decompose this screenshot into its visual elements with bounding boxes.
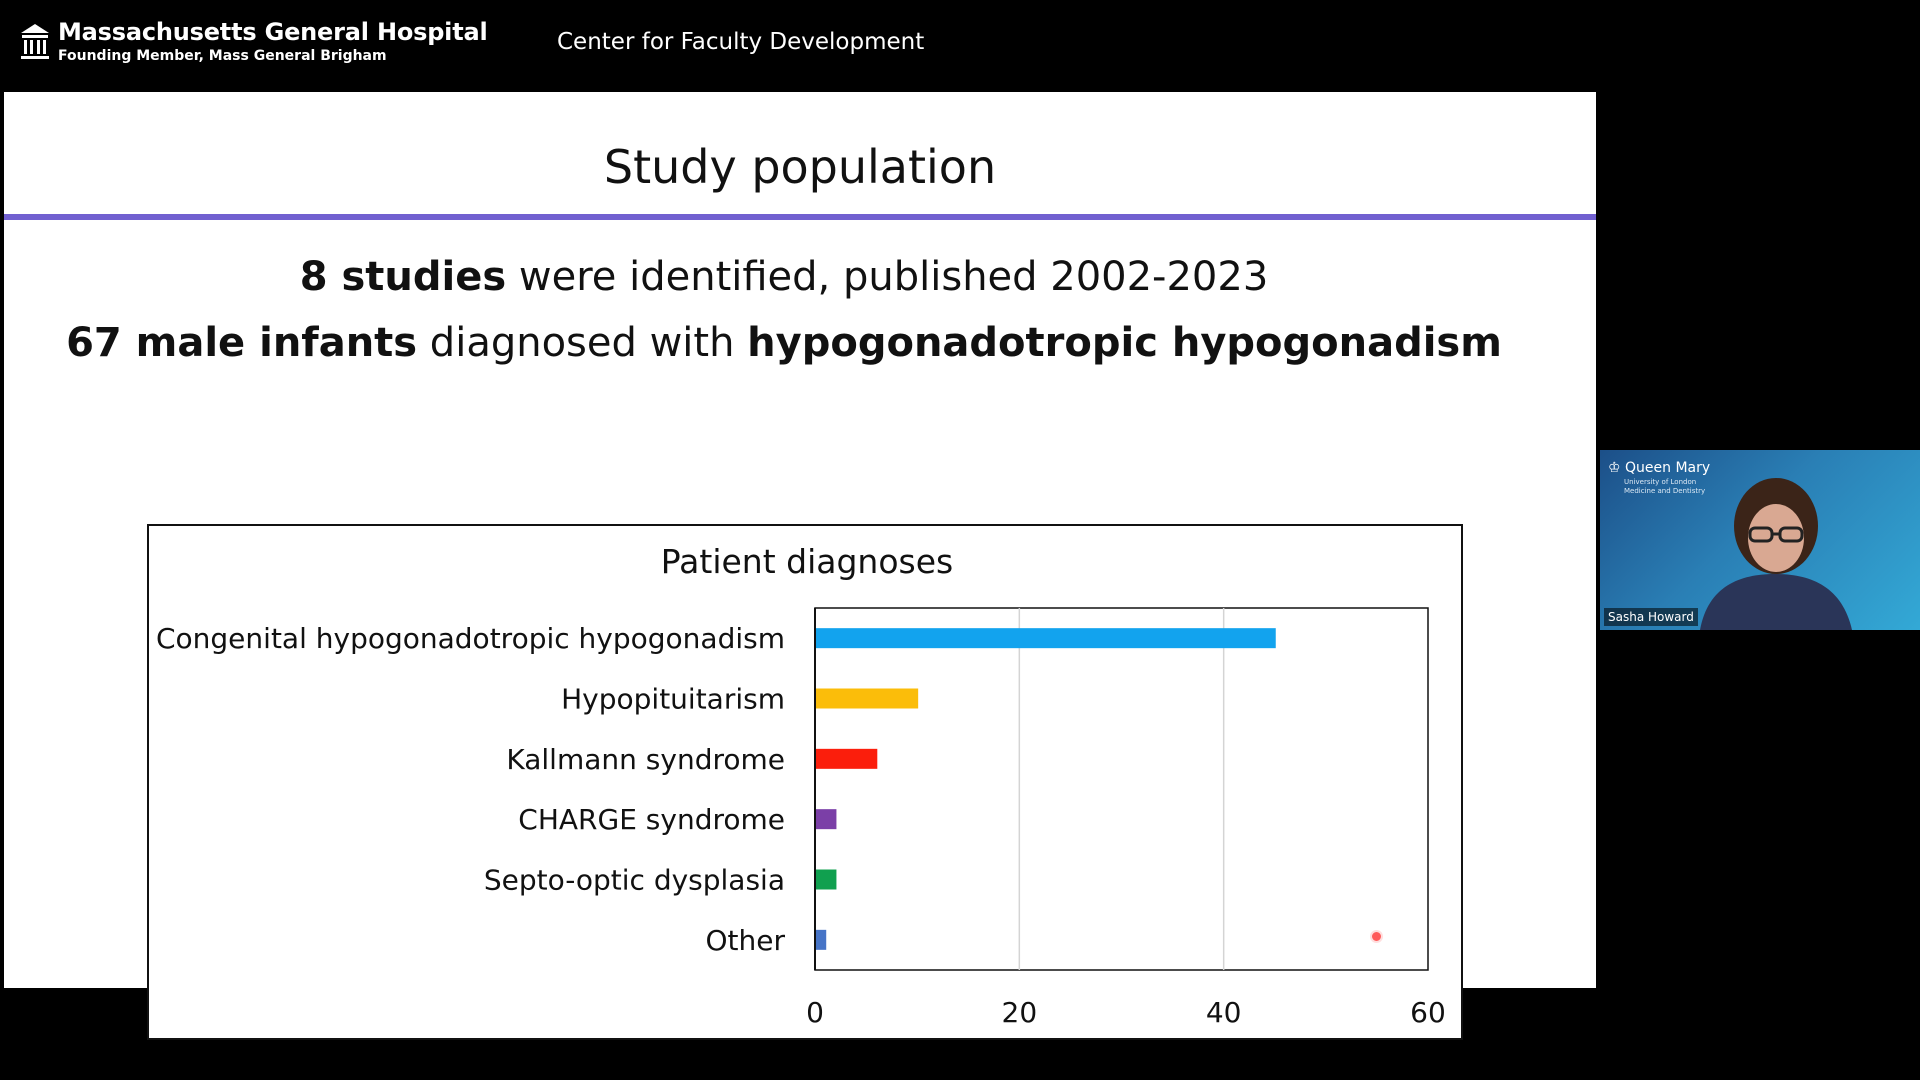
studies-count-text: 8 studies <box>299 254 507 300</box>
bar <box>816 688 919 709</box>
org-logo: ♔ Queen Mary <box>1608 460 1710 476</box>
category-label: Other <box>705 924 785 957</box>
center-title: Center for Faculty Development <box>557 29 925 55</box>
org-sub-line1: University of London <box>1624 478 1697 486</box>
diagnoses-chart: Patient diagnoses 0 20 40 60 Congenital hypo… <box>147 524 1463 1040</box>
slide-title: Study population <box>603 140 997 194</box>
studies-detail-text: were identified, published 2002-2023 <box>506 254 1269 300</box>
x-tick-label: 0 <box>806 996 824 1029</box>
chart-title: Patient diagnoses <box>660 542 954 581</box>
org-sub-line2: Medicine and Dentistry <box>1624 487 1706 495</box>
diagnosis-text: hypogonadotropic hypogonadism <box>747 320 1502 366</box>
plot-frame <box>814 607 1429 971</box>
bar <box>816 869 837 890</box>
category-label: CHARGE syndrome <box>518 803 785 836</box>
summary-line-studies: 8 studies were identified, published 200… <box>4 254 1564 300</box>
infants-mid-text: diagnosed with <box>417 320 748 366</box>
category-label: Congenital hypogonadotropic hypogonadism <box>156 622 785 655</box>
presentation-header: Massachusetts General Hospital Founding … <box>0 0 1920 92</box>
org-name: Queen Mary <box>1625 460 1711 476</box>
x-tick-label: 60 <box>1410 996 1446 1029</box>
x-tick-label: 20 <box>1002 996 1038 1029</box>
hospital-name: Massachusetts General Hospital <box>58 18 488 46</box>
hospital-subtitle: Founding Member, Mass General Brigham <box>58 48 387 64</box>
title-divider <box>4 214 1596 220</box>
category-label: Hypopituitarism <box>561 683 785 716</box>
hospital-logo-icon <box>21 24 49 59</box>
x-tick-label: 40 <box>1206 996 1242 1029</box>
bar <box>816 748 878 769</box>
crown-icon: ♔ <box>1608 460 1621 476</box>
infants-count-text: 67 male infants <box>66 320 418 366</box>
summary-line-infants: 67 male infants diagnosed with hypogonad… <box>4 320 1564 366</box>
bar <box>816 809 837 830</box>
bar <box>816 628 1276 649</box>
category-label: Septo-optic dysplasia <box>484 864 785 897</box>
speaker-name-tag: Sasha Howard <box>1604 608 1698 626</box>
presentation-slide: Study population 8 studies were identifi… <box>4 92 1596 1040</box>
org-subtitle: University of London Medicine and Dentist… <box>1624 478 1705 496</box>
speaker-video[interactable]: ♔ Queen Mary University of London Medicin… <box>1600 450 1920 630</box>
speaker-figure <box>1700 478 1852 630</box>
category-label: Kallmann syndrome <box>506 743 785 776</box>
chart-plot-area: 0 20 40 60 Congenital hypogonadotropic hypog… <box>156 607 1446 1029</box>
laser-pointer <box>1370 930 1383 943</box>
bar <box>816 929 827 950</box>
